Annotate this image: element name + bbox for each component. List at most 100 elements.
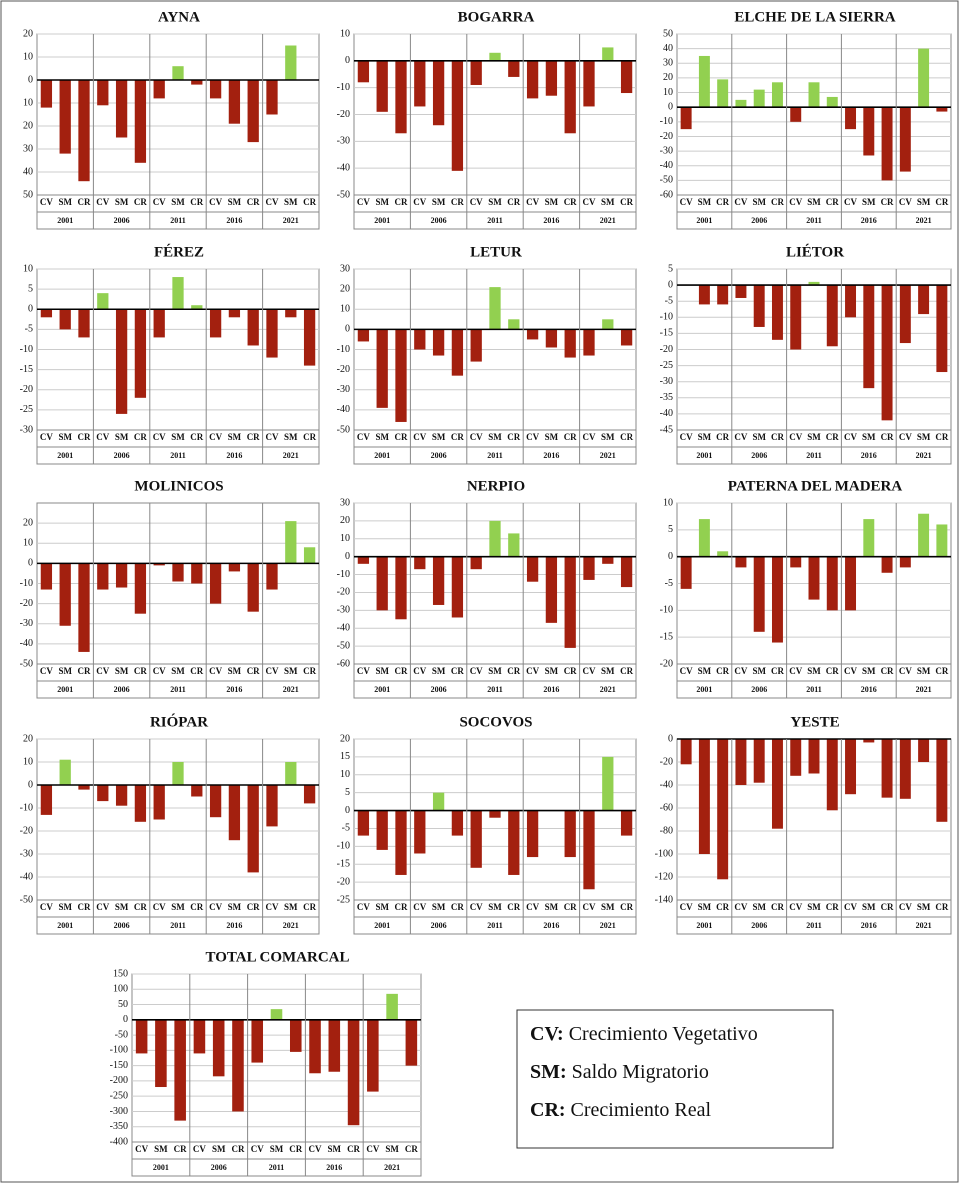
x-tick-label: CV — [899, 197, 912, 207]
chart-panel: SOCOVOS 20 15 10 5 0 -5 -10 -15 -20 -25 CV SM CR CV SM C… — [337, 714, 637, 935]
x-tick-label: SM — [807, 666, 821, 676]
x-tick-label: SM — [228, 197, 242, 207]
bar — [376, 810, 388, 850]
bar — [863, 519, 875, 557]
chart-panel: MOLINICOS 20 10 0 -10 -20 -30 -40 -50 CV SM CR CV SM C… — [20, 478, 320, 699]
legend-entry: SM: Saldo Migratorio — [530, 1061, 709, 1083]
y-tick-label: 30 — [663, 58, 673, 69]
group-label: 2006 — [114, 685, 130, 694]
group-label: 2006 — [751, 685, 767, 694]
y-tick-label: -40 — [20, 871, 33, 882]
x-tick-label: CV — [583, 902, 596, 912]
y-tick-label: -20 — [660, 658, 673, 669]
bar — [545, 60, 558, 96]
chart-title: TOTAL COMARCAL — [205, 949, 349, 965]
y-tick-label: -400 — [110, 1136, 128, 1147]
group-label: 2006 — [751, 216, 767, 225]
y-tick-label: -5 — [665, 578, 673, 589]
group-label: 2021 — [283, 451, 299, 460]
bar — [172, 563, 184, 582]
x-tick-label: CR — [620, 197, 633, 207]
bar — [357, 329, 370, 342]
bar — [155, 1019, 167, 1088]
y-tick-label: 10 — [23, 51, 33, 62]
bar — [826, 739, 838, 811]
group-label: 2016 — [861, 451, 877, 460]
bar — [153, 80, 165, 99]
bar — [863, 285, 875, 389]
bar — [40, 309, 53, 318]
x-tick-label: CR — [507, 666, 520, 676]
chart-panel: TOTAL COMARCAL 150 100 50 0 -50 -100 -150 -200 -2… — [110, 949, 422, 1177]
y-tick-label: -50 — [337, 189, 350, 200]
group-label: 2001 — [696, 685, 712, 694]
y-tick-label: -20 — [660, 756, 673, 767]
y-tick-label: -10 — [660, 116, 673, 127]
bar — [285, 762, 297, 785]
group-label: 2006 — [431, 685, 447, 694]
x-tick-label: CR — [231, 1144, 244, 1154]
bar — [863, 739, 875, 743]
x-tick-label: SM — [862, 666, 876, 676]
bar — [395, 60, 407, 134]
x-tick-label: CR — [303, 197, 316, 207]
x-tick-label: CR — [771, 197, 784, 207]
x-tick-label: CR — [190, 902, 203, 912]
x-tick-label: CV — [526, 902, 539, 912]
chart-panel: ELCHE DE LA SIERRA 50 40 30 20 10 0 -10 -20 -30 -4… — [660, 9, 952, 230]
bar — [545, 556, 558, 623]
bar — [432, 60, 445, 126]
bar — [247, 785, 259, 873]
group-label: 2021 — [283, 216, 299, 225]
x-tick-label: CV — [899, 666, 912, 676]
x-tick-label: CV — [844, 197, 857, 207]
bar — [790, 285, 802, 350]
chart-panel: NERPIO 30 20 10 0 -10 -20 -30 -40 -50 -60 CV SM CR CV S… — [337, 478, 637, 699]
y-tick-label: -5 — [25, 324, 33, 335]
x-tick-label: CV — [357, 432, 370, 442]
bar — [508, 60, 520, 77]
bar — [115, 80, 128, 138]
bar — [899, 107, 911, 172]
bar — [564, 810, 576, 858]
x-tick-label: CV — [526, 432, 539, 442]
x-tick-label: SM — [270, 1144, 284, 1154]
x-tick-label: SM — [917, 197, 931, 207]
bar — [191, 305, 203, 310]
bar — [526, 556, 539, 582]
x-tick-label: SM — [917, 432, 931, 442]
bar — [526, 329, 539, 340]
y-tick-label: 10 — [340, 769, 350, 780]
chart-title: RIÓPAR — [150, 713, 208, 730]
bar — [845, 285, 857, 318]
bar — [395, 556, 407, 620]
bar — [470, 60, 482, 85]
y-tick-label: -15 — [20, 364, 33, 375]
bar — [193, 1019, 206, 1054]
bar — [564, 556, 576, 648]
chart-panel: RIÓPAR 20 10 0 -10 -20 -30 -40 -50 CV SM CR CV SM CR CV… — [20, 713, 320, 935]
y-tick-label: -120 — [655, 871, 673, 882]
y-tick-label: -25 — [20, 404, 33, 415]
y-tick-label: 30 — [23, 143, 33, 154]
y-tick-label: -25 — [660, 360, 673, 371]
y-tick-label: -10 — [660, 312, 673, 323]
x-tick-label: CV — [583, 666, 596, 676]
bar — [270, 1009, 283, 1020]
x-tick-label: SM — [328, 1144, 342, 1154]
bar — [209, 563, 222, 604]
x-tick-label: CR — [190, 197, 203, 207]
bar — [232, 1019, 244, 1112]
y-tick-label: -10 — [20, 344, 33, 355]
bar — [771, 82, 783, 108]
bar — [97, 563, 109, 590]
y-tick-label: -200 — [110, 1075, 128, 1086]
y-tick-label: 5 — [668, 524, 673, 535]
bar — [59, 563, 71, 626]
y-tick-label: -10 — [20, 578, 33, 589]
x-tick-label: CV — [209, 197, 222, 207]
group-label: 2011 — [806, 685, 822, 694]
group-label: 2011 — [269, 1163, 285, 1172]
bar — [303, 309, 316, 366]
x-tick-label: CR — [247, 666, 260, 676]
